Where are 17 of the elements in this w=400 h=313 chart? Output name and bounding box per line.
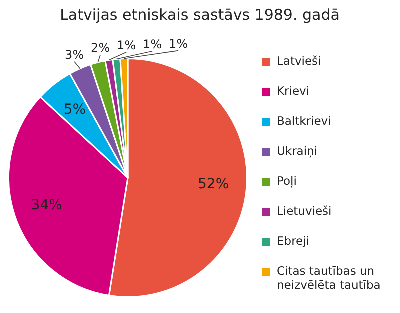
legend-label: Citas tautības un neizvēlēta tautība [277,264,382,292]
legend-label: Baltkrievi [277,114,332,128]
legend-label: Ebreji [277,234,310,248]
data-label: 1% [117,38,136,53]
data-label: 1% [143,37,162,52]
data-label: 5% [64,102,86,118]
legend-label: Ukraiņi [277,144,318,158]
legend-label: Krievi [277,84,310,98]
legend-label: Latvieši [277,54,322,68]
legend-label: Lietuvieši [277,204,332,218]
data-label: 2% [91,41,110,56]
legend-label: Poļi [277,174,297,188]
data-label: 1% [169,36,188,51]
data-label: 34% [31,198,62,214]
chart-title: Latvijas etniskais sastāvs 1989. gadā [59,5,341,24]
data-label: 52% [198,176,230,192]
data-label: 3% [65,48,84,62]
